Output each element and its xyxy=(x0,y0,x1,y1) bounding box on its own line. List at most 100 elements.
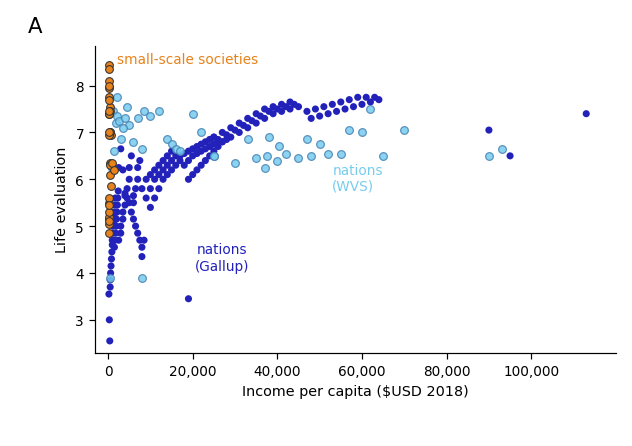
Point xyxy=(171,162,181,169)
Point xyxy=(213,139,223,146)
Point xyxy=(192,144,202,151)
Point xyxy=(109,209,119,216)
Point xyxy=(158,157,168,165)
Point xyxy=(139,237,149,244)
Point xyxy=(344,97,354,104)
Point xyxy=(104,129,114,136)
Point xyxy=(105,129,115,136)
Point xyxy=(243,116,253,123)
Point xyxy=(112,202,123,209)
Point xyxy=(205,136,215,144)
Point xyxy=(365,106,375,113)
Point xyxy=(128,139,138,146)
Point xyxy=(104,108,114,116)
Point xyxy=(145,172,155,179)
Point xyxy=(336,151,346,158)
Point xyxy=(268,111,278,118)
Point xyxy=(505,153,515,160)
Point xyxy=(120,190,130,198)
Point xyxy=(188,172,198,179)
Point xyxy=(285,99,295,106)
Point xyxy=(109,148,119,155)
Point xyxy=(135,157,145,165)
Point xyxy=(348,104,358,111)
Point xyxy=(281,104,291,111)
Point xyxy=(162,162,173,169)
Point xyxy=(331,108,341,116)
Point xyxy=(108,223,118,230)
Point xyxy=(217,129,228,136)
Point xyxy=(196,148,206,155)
Point xyxy=(200,139,210,146)
Point xyxy=(370,95,380,102)
X-axis label: Income per capita ($USD 2018): Income per capita ($USD 2018) xyxy=(242,384,469,398)
Point xyxy=(264,134,274,141)
Point xyxy=(137,253,147,260)
Point xyxy=(105,108,115,116)
Point xyxy=(251,120,261,127)
Point xyxy=(107,165,118,172)
Text: nations
(WVS): nations (WVS) xyxy=(332,163,383,194)
Point xyxy=(106,132,116,139)
Point xyxy=(106,183,116,190)
Point xyxy=(217,139,228,146)
Point xyxy=(166,167,176,174)
Point xyxy=(217,139,228,146)
Point xyxy=(104,195,114,202)
Point xyxy=(108,108,118,116)
Point xyxy=(154,162,164,169)
Point xyxy=(188,111,198,118)
Point xyxy=(171,146,181,153)
Point xyxy=(105,162,115,169)
Point xyxy=(116,230,126,237)
Point xyxy=(139,108,149,116)
Point xyxy=(234,120,244,127)
Point xyxy=(306,116,316,123)
Point xyxy=(124,176,134,183)
Point xyxy=(106,263,116,270)
Point xyxy=(150,176,160,183)
Point xyxy=(293,155,303,162)
Point xyxy=(251,155,261,162)
Point xyxy=(162,136,173,144)
Point xyxy=(109,219,119,226)
Point xyxy=(319,104,329,111)
Point xyxy=(209,134,219,141)
Point xyxy=(483,127,494,134)
Point xyxy=(289,101,299,108)
Point xyxy=(111,120,121,127)
Point xyxy=(104,97,114,104)
Point xyxy=(104,66,114,74)
Point xyxy=(230,160,240,167)
Point xyxy=(323,151,333,158)
Point xyxy=(104,62,114,69)
Point xyxy=(109,167,119,174)
Point xyxy=(154,108,164,116)
Point xyxy=(306,153,316,160)
Point xyxy=(260,165,270,172)
Point xyxy=(105,277,115,284)
Point xyxy=(205,153,215,160)
Text: nations
(Gallup): nations (Gallup) xyxy=(195,243,250,273)
Point xyxy=(179,162,189,169)
Point xyxy=(315,141,325,149)
Point xyxy=(104,85,114,92)
Y-axis label: Life evaluation: Life evaluation xyxy=(55,147,69,253)
Point xyxy=(104,230,114,237)
Point xyxy=(104,219,114,226)
Point xyxy=(111,216,121,223)
Point xyxy=(141,176,151,183)
Point xyxy=(209,148,219,155)
Point xyxy=(166,141,176,149)
Point xyxy=(130,223,140,230)
Point xyxy=(158,176,168,183)
Point xyxy=(238,123,248,130)
Point xyxy=(109,244,119,251)
Point xyxy=(104,202,114,209)
Point xyxy=(183,157,193,165)
Point xyxy=(158,167,168,174)
Point xyxy=(179,151,189,158)
Point xyxy=(104,216,114,223)
Point xyxy=(110,195,120,202)
Point xyxy=(230,127,240,134)
